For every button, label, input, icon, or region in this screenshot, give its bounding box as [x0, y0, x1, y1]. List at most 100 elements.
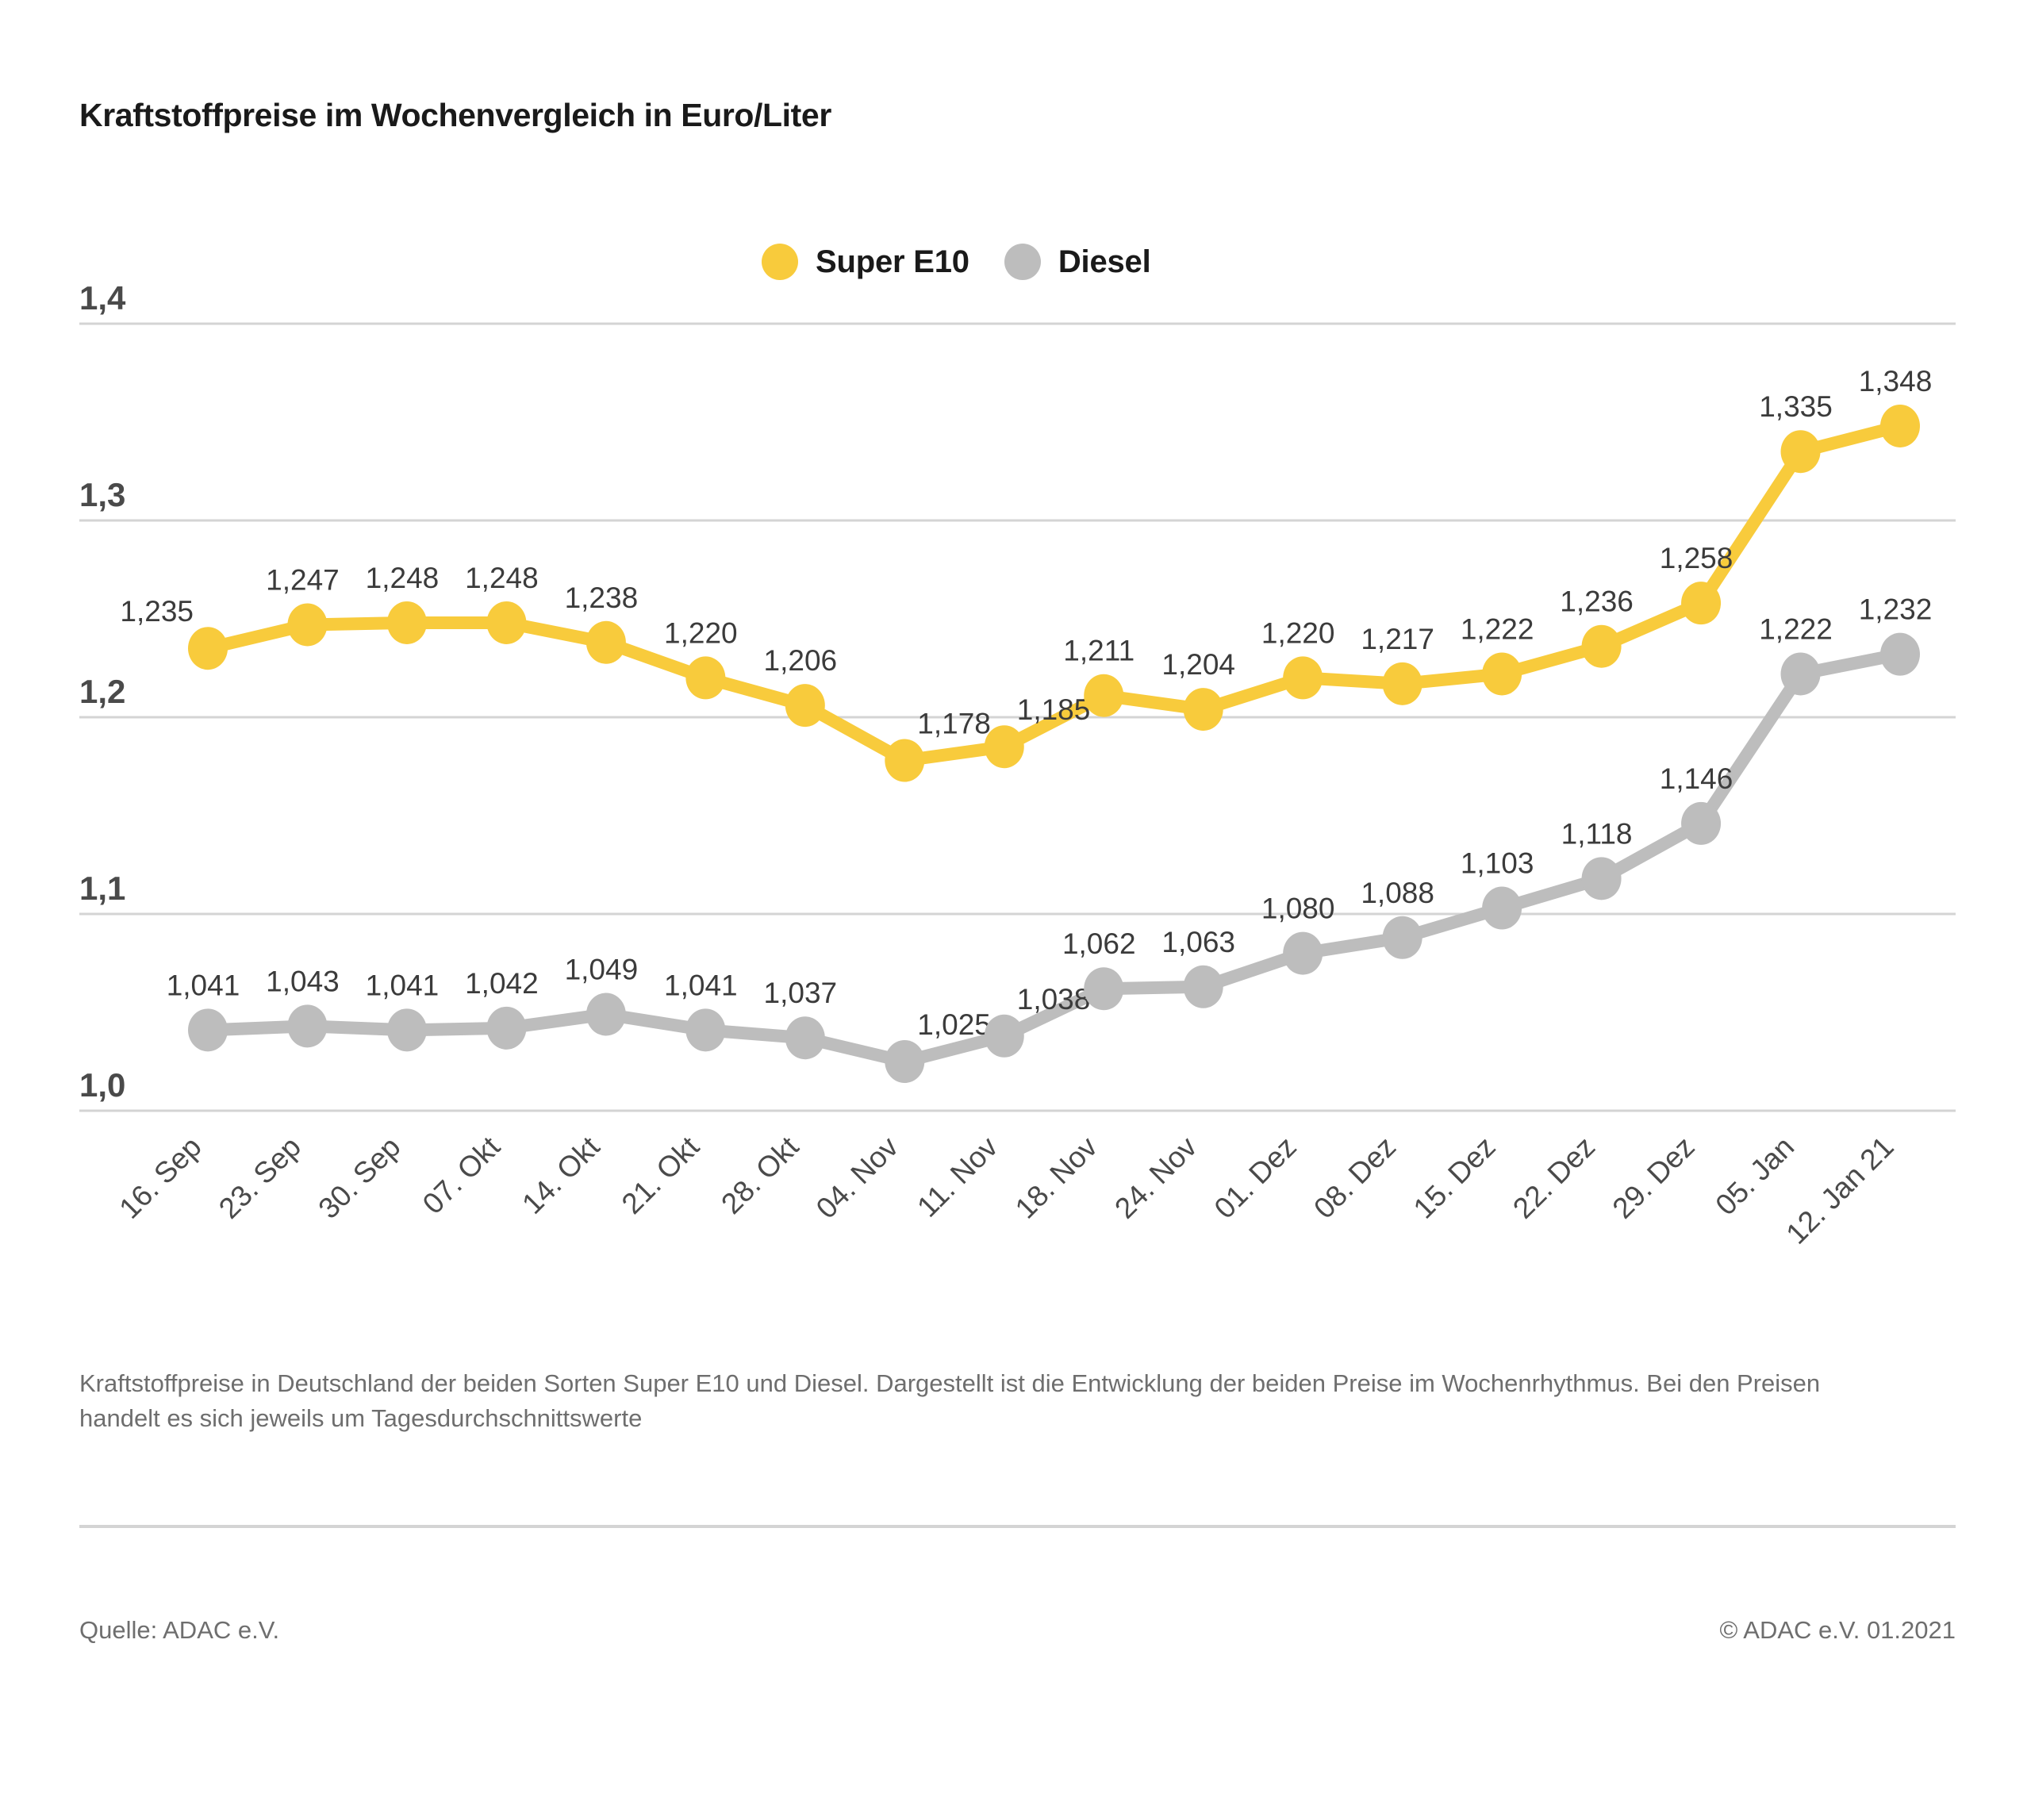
- x-axis-tick-label: 12. Jan 21: [1780, 1131, 1899, 1250]
- x-axis-tick-label: 01. Dez: [1208, 1131, 1303, 1225]
- circle-marker-icon-diesel: [1004, 244, 1041, 280]
- data-point-label: 1,222: [1759, 612, 1833, 645]
- x-axis-tick-label: 05. Jan: [1709, 1131, 1800, 1222]
- y-axis-tick-label: 1,4: [79, 279, 126, 317]
- data-point[interactable]: [1780, 652, 1821, 696]
- data-point-label: 1,204: [1161, 648, 1235, 681]
- data-point[interactable]: [885, 1040, 925, 1083]
- data-labels-group: 1,235 1,247 1,248 1,248 1,238 1,220 1,206 1,178…: [120, 365, 1932, 1041]
- data-point[interactable]: [1780, 430, 1821, 474]
- x-axis-tick-label: 28. Okt: [715, 1130, 805, 1220]
- page-title: Kraftstoffpreise im Wochenvergleich in E…: [79, 97, 831, 133]
- data-point-label: 1,222: [1461, 612, 1534, 645]
- data-point[interactable]: [386, 1008, 427, 1052]
- data-point[interactable]: [1880, 404, 1920, 447]
- x-axis-tick-label: 23. Sep: [213, 1131, 307, 1225]
- data-point[interactable]: [1084, 674, 1124, 717]
- x-axis-tick-label: 15. Dez: [1407, 1131, 1502, 1225]
- data-point-label: 1,041: [167, 969, 240, 1001]
- data-point-label: 1,238: [565, 582, 639, 614]
- data-point[interactable]: [785, 1016, 825, 1060]
- data-point-label: 1,063: [1161, 926, 1235, 958]
- data-point-label: 1,038: [1017, 983, 1091, 1016]
- data-point[interactable]: [1283, 931, 1323, 975]
- chart-legend: Super E10 Diesel: [762, 238, 1151, 286]
- data-point-label: 1,217: [1361, 623, 1434, 655]
- data-point[interactable]: [785, 684, 825, 728]
- data-point[interactable]: [287, 603, 328, 647]
- data-point[interactable]: [1880, 632, 1920, 676]
- data-point[interactable]: [1681, 801, 1722, 845]
- data-point[interactable]: [984, 725, 1024, 769]
- y-axis-tick-label: 1,3: [79, 476, 125, 513]
- data-point-label: 1,258: [1660, 542, 1733, 574]
- x-axis-tick-label: 30. Sep: [312, 1131, 406, 1225]
- data-point-label: 1,220: [664, 616, 738, 649]
- data-point[interactable]: [1183, 965, 1223, 1008]
- data-point[interactable]: [1482, 652, 1522, 696]
- data-point-label: 1,043: [266, 965, 340, 997]
- data-point[interactable]: [486, 1006, 527, 1050]
- x-axis-labels-group: 16. Sep 23. Sep 30. Sep 07. Okt 14. Okt 21. O…: [113, 1130, 1899, 1250]
- data-point-label: 1,185: [1017, 693, 1091, 726]
- footer-divider: [79, 1525, 1956, 1528]
- x-axis-tick-label: 24. Nov: [1108, 1130, 1204, 1225]
- data-point-label: 1,049: [565, 953, 639, 985]
- data-point-label: 1,118: [1561, 817, 1633, 850]
- data-point-label: 1,220: [1261, 616, 1335, 649]
- y-axis-tick-label: 1,0: [79, 1066, 125, 1104]
- data-point[interactable]: [486, 601, 527, 644]
- data-point[interactable]: [1681, 582, 1722, 625]
- x-axis-tick-label: 29. Dez: [1607, 1131, 1701, 1225]
- data-point-label: 1,335: [1759, 390, 1833, 423]
- data-point[interactable]: [585, 620, 626, 664]
- x-axis-tick-label: 08. Dez: [1307, 1131, 1402, 1225]
- plot-area: 1,0 1,1 1,2 1,3 1,4 1,235 1,247 1,248 1,248 1,23…: [79, 279, 1956, 1250]
- x-axis-tick-label: 22. Dez: [1507, 1131, 1601, 1225]
- data-point[interactable]: [1581, 624, 1622, 668]
- data-point-label: 1,041: [366, 969, 440, 1001]
- data-point-label: 1,103: [1461, 847, 1534, 880]
- legend-item-super-e10[interactable]: Super E10: [762, 244, 969, 280]
- copyright-label: © ADAC e.V. 01.2021: [1719, 1616, 1956, 1644]
- data-point-label: 1,025: [917, 1008, 991, 1041]
- data-point[interactable]: [1482, 886, 1522, 930]
- data-point[interactable]: [287, 1004, 328, 1048]
- data-point[interactable]: [1581, 857, 1622, 900]
- x-axis-tick-label: 11. Nov: [911, 1130, 1004, 1223]
- data-point-label: 1,248: [465, 562, 539, 594]
- data-point-label: 1,146: [1660, 762, 1733, 795]
- data-point-label: 1,042: [465, 967, 539, 1000]
- x-axis-tick-label: 07. Okt: [417, 1130, 507, 1220]
- data-point-label: 1,211: [1063, 635, 1135, 667]
- data-point[interactable]: [1183, 688, 1223, 731]
- data-point[interactable]: [188, 1008, 228, 1052]
- x-axis-tick-label: 16. Sep: [113, 1131, 207, 1225]
- data-point[interactable]: [386, 601, 427, 644]
- data-point-label: 1,088: [1361, 877, 1434, 909]
- y-axis-tick-label: 1,2: [79, 673, 125, 710]
- data-point-label: 1,348: [1859, 365, 1933, 397]
- data-point[interactable]: [1382, 662, 1422, 705]
- data-point[interactable]: [188, 627, 228, 670]
- data-point[interactable]: [885, 739, 925, 782]
- data-point-label: 1,235: [120, 595, 194, 628]
- data-point-label: 1,080: [1261, 893, 1335, 925]
- data-point[interactable]: [1283, 656, 1323, 700]
- legend-item-diesel[interactable]: Diesel: [1004, 244, 1151, 280]
- data-point[interactable]: [1382, 916, 1422, 959]
- data-point-label: 1,236: [1560, 586, 1634, 618]
- data-point-label: 1,037: [764, 977, 838, 1009]
- data-point[interactable]: [585, 993, 626, 1036]
- gridlines-group: [79, 322, 1956, 1112]
- data-point[interactable]: [685, 1008, 726, 1052]
- data-point[interactable]: [984, 1014, 1024, 1058]
- y-axis-labels-group: 1,0 1,1 1,2 1,3 1,4: [79, 279, 126, 1104]
- chart-caption: Kraftstoffpreise in Deutschland der beid…: [79, 1369, 1821, 1433]
- data-point[interactable]: [685, 656, 726, 700]
- x-axis-tick-label: 18. Nov: [1009, 1130, 1104, 1225]
- data-point[interactable]: [1084, 967, 1124, 1011]
- data-point-label: 1,248: [366, 562, 440, 594]
